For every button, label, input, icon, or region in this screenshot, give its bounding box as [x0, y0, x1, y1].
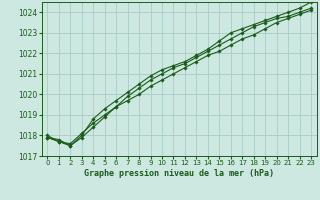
X-axis label: Graphe pression niveau de la mer (hPa): Graphe pression niveau de la mer (hPa): [84, 169, 274, 178]
